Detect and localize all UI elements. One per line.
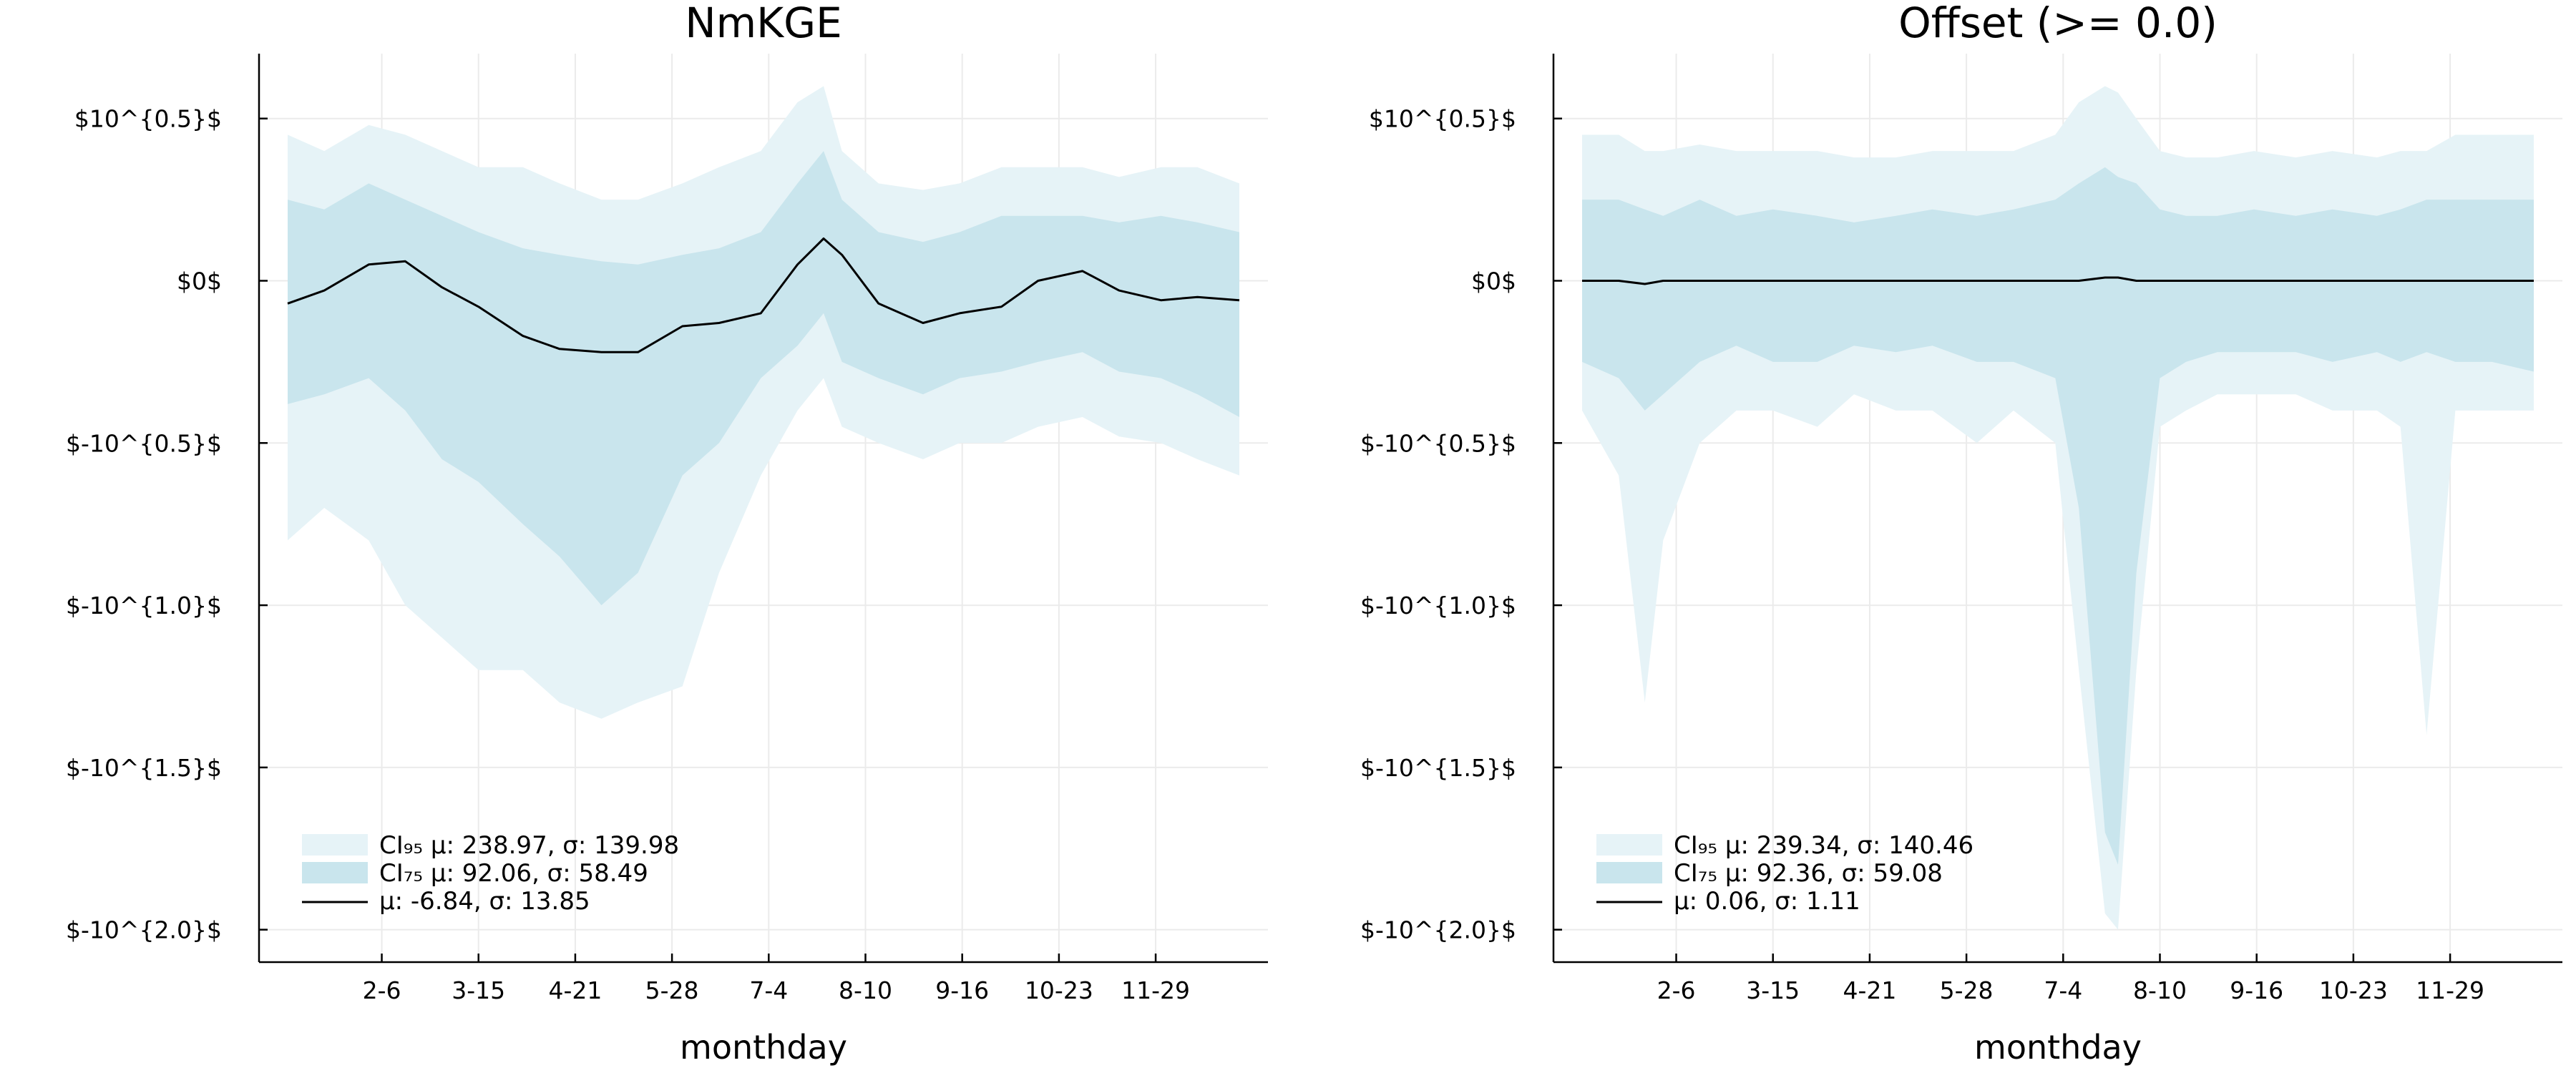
- legend-swatch-ci75: [1596, 862, 1662, 883]
- legend-swatch-ci75: [302, 862, 368, 883]
- x-tick-label: 10-23: [1025, 976, 1093, 1004]
- legend-label-ci95: CI₉₅ μ: 238.97, σ: 139.98: [379, 831, 679, 860]
- y-tick-label: $-10^{1.0}$: [66, 592, 222, 619]
- x-tick-label: 2-6: [363, 976, 401, 1004]
- y-tick-label: $-10^{1.5}$: [1360, 754, 1516, 782]
- x-tick-label: 7-4: [2044, 976, 2082, 1004]
- x-tick-label: 11-29: [1121, 976, 1190, 1004]
- y-tick-label: $10^{0.5}$: [74, 105, 222, 133]
- x-tick-label: 9-16: [935, 976, 989, 1004]
- mean-line: [1582, 276, 2534, 285]
- legend-label-mean: μ: 0.06, σ: 1.11: [1674, 887, 1860, 916]
- legend: CI₉₅ μ: 238.97, σ: 139.98 CI₇₅ μ: 92.06,…: [302, 831, 679, 916]
- x-tick-label: 5-28: [1940, 976, 1994, 1004]
- x-tick-label: 7-4: [749, 976, 788, 1004]
- legend-label-mean: μ: -6.84, σ: 13.85: [379, 887, 590, 916]
- ci75-band: [1582, 167, 2534, 865]
- x-tick-label: 9-16: [2230, 976, 2283, 1004]
- y-tick-label: $-10^{1.0}$: [1360, 592, 1516, 619]
- chart-title: NmKGE: [685, 0, 842, 47]
- y-tick-label: $-10^{2.0}$: [1360, 916, 1516, 944]
- x-tick-label: 8-10: [2133, 976, 2187, 1004]
- ci75-band: [288, 151, 1239, 606]
- y-tick-label: $-10^{0.5}$: [66, 429, 222, 457]
- x-tick-label: 3-15: [452, 976, 505, 1004]
- x-tick-label: 2-6: [1657, 976, 1696, 1004]
- y-tick-label: $0$: [177, 268, 222, 295]
- x-tick-label: 3-15: [1746, 976, 1800, 1004]
- x-tick-label: 5-28: [645, 976, 699, 1004]
- x-axis-label: monthday: [1974, 1028, 2142, 1067]
- chart-panel-nmkge: NmKGE monthday $10^{0.5}$$0$$-10^{0.5}$$…: [66, 0, 1268, 1067]
- x-tick-label: 4-21: [1843, 976, 1896, 1004]
- x-tick-label: 4-21: [548, 976, 602, 1004]
- mean-line: [287, 237, 1240, 353]
- y-tick-label: $-10^{2.0}$: [66, 916, 222, 944]
- x-tick-label: 10-23: [2319, 976, 2388, 1004]
- x-tick-label: 11-29: [2416, 976, 2484, 1004]
- legend-label-ci75: CI₇₅ μ: 92.06, σ: 58.49: [379, 859, 648, 888]
- y-tick-label: $-10^{0.5}$: [1360, 429, 1516, 457]
- legend-swatch-ci95: [1596, 834, 1662, 856]
- legend: CI₉₅ μ: 239.34, σ: 140.46 CI₇₅ μ: 92.36,…: [1596, 831, 1974, 916]
- x-axis-label: monthday: [680, 1028, 847, 1067]
- y-tick-label: $-10^{1.5}$: [66, 754, 222, 782]
- y-tick-label: $10^{0.5}$: [1369, 105, 1516, 133]
- x-tick-label: 8-10: [839, 976, 892, 1004]
- axes: $10^{0.5}$ $0$ $-10^{0.5}$ $-10^{1.0}$ $-10^…: [66, 54, 1268, 1004]
- chart-panel-offset: Offset (>= 0.0) monthday $10^{0.5}$ $0$ $-…: [1360, 0, 2562, 1067]
- chart-title: Offset (>= 0.0): [1898, 0, 2218, 47]
- axes: $10^{0.5}$ $0$ $-10^{0.5}$ $-10^{1.0}$ $-10^…: [1360, 54, 2562, 1004]
- legend-label-ci75: CI₇₅ μ: 92.36, σ: 59.08: [1674, 859, 1943, 888]
- y-tick-label: $0$: [1471, 268, 1516, 295]
- legend-swatch-ci95: [302, 834, 368, 856]
- legend-label-ci95: CI₉₅ μ: 239.34, σ: 140.46: [1674, 831, 1974, 860]
